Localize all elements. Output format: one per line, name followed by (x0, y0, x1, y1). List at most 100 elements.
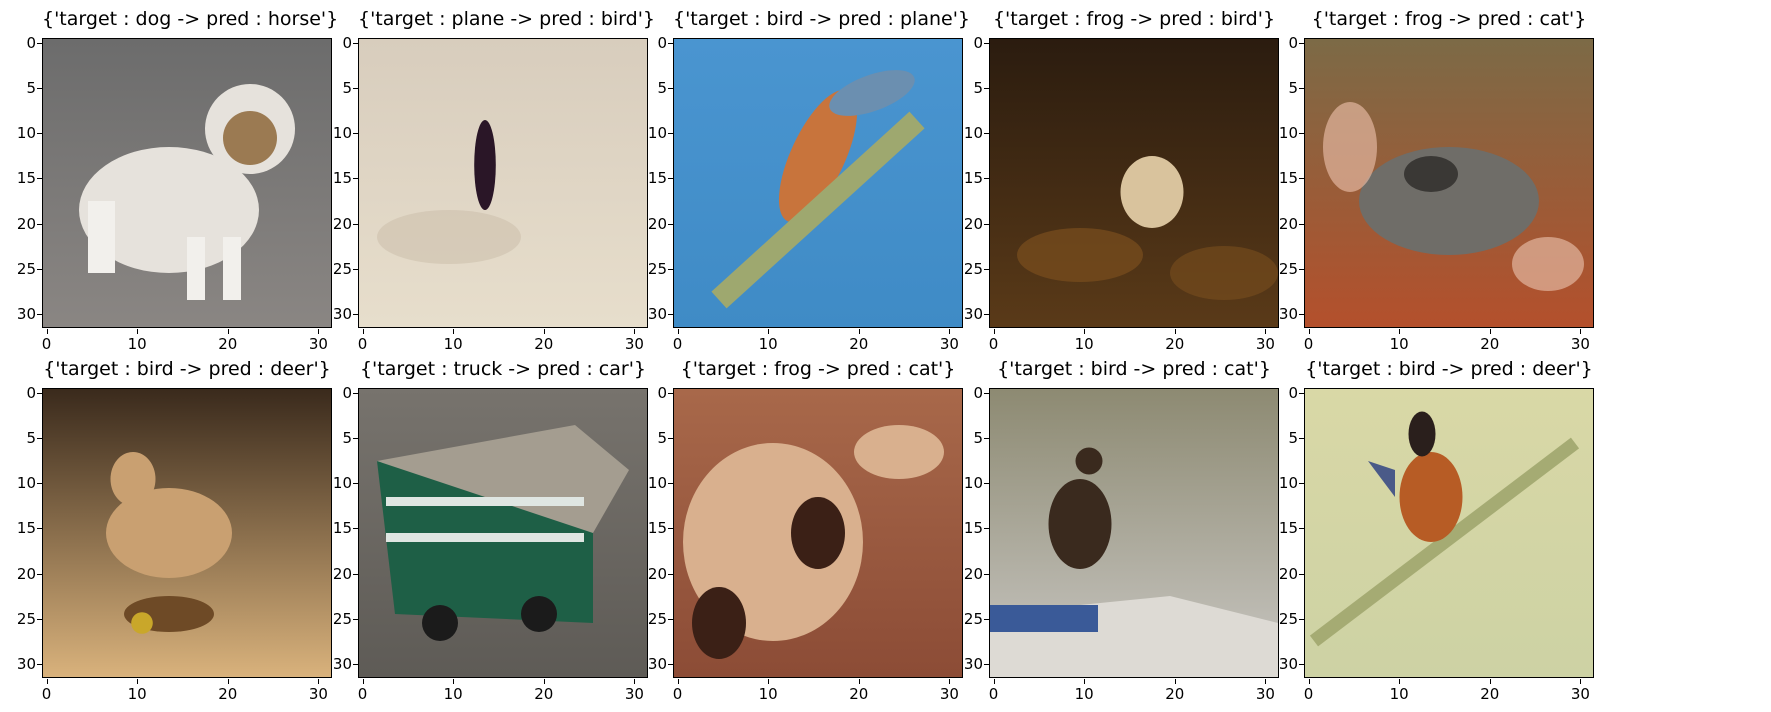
x-tick-label: 0 (1294, 329, 1324, 352)
x-tick-label: 0 (979, 679, 1009, 702)
x-tick-label: 10 (1384, 329, 1414, 352)
y-tick-label: 5 (316, 430, 358, 446)
panel-title: {'target : frog -> pred : cat'} (1311, 8, 1587, 30)
image-subject (1323, 102, 1584, 291)
x-tick-label: 30 (303, 679, 333, 702)
y-tick-label: 20 (1262, 566, 1304, 582)
x-tick-label: 30 (1565, 679, 1595, 702)
y-tick-label: 10 (0, 125, 42, 141)
y-tick-label: 0 (947, 35, 989, 51)
y-tick-label: 25 (947, 611, 989, 627)
y-tick-label: 25 (0, 611, 42, 627)
y-tick-label: 30 (947, 656, 989, 672)
image-axes (358, 388, 648, 678)
cifar-image (674, 39, 962, 327)
x-tick-label: 20 (1475, 329, 1505, 352)
image-axes (358, 38, 648, 328)
y-tick-label: 20 (947, 566, 989, 582)
x-tick-label: 30 (1565, 329, 1595, 352)
panel-title: {'target : bird -> pred : cat'} (997, 358, 1271, 380)
panel-title: {'target : plane -> pred : bird'} (358, 8, 656, 30)
x-tick-label: 0 (348, 679, 378, 702)
y-tick-label: 30 (1262, 656, 1304, 672)
y-tick-label: 20 (0, 566, 42, 582)
y-tick-label: 10 (316, 475, 358, 491)
x-tick-label: 0 (663, 679, 693, 702)
x-tick-label: 10 (753, 679, 783, 702)
y-tick-label: 30 (316, 656, 358, 672)
y-tick-label: 25 (0, 261, 42, 277)
y-tick-label: 30 (316, 306, 358, 322)
cifar-image (1305, 39, 1593, 327)
image-panel: {'target : plane -> pred : bird'} 0 5 10 15 2… (316, 0, 656, 352)
image-axes (42, 38, 332, 328)
y-tick-label: 5 (631, 80, 673, 96)
image-axes (42, 388, 332, 678)
y-tick-label: 0 (1262, 385, 1304, 401)
x-tick-label: 30 (619, 329, 649, 352)
image-axes (1304, 38, 1594, 328)
image-panel: {'target : frog -> pred : cat'} 0 5 10 15 20 2… (1262, 0, 1602, 352)
y-tick-label: 25 (947, 261, 989, 277)
y-tick-label: 15 (1262, 520, 1304, 536)
y-tick-label: 5 (947, 80, 989, 96)
image-panel: {'target : frog -> pred : cat'} 0 5 10 15 20 2… (631, 350, 971, 702)
y-tick-label: 10 (1262, 125, 1304, 141)
y-tick-label: 25 (631, 611, 673, 627)
x-tick-label: 10 (438, 679, 468, 702)
x-tick-label: 30 (619, 679, 649, 702)
x-tick-label: 20 (1160, 679, 1190, 702)
y-tick-label: 0 (1262, 35, 1304, 51)
y-tick-label: 5 (0, 430, 42, 446)
image-subject (1309, 411, 1580, 647)
x-tick-label: 0 (32, 329, 62, 352)
image-axes (989, 38, 1279, 328)
y-tick-label: 30 (1262, 306, 1304, 322)
image-panel: {'target : bird -> pred : deer'} 0 5 10 15 20… (0, 350, 340, 702)
y-tick-label: 30 (947, 306, 989, 322)
y-tick-label: 30 (0, 656, 42, 672)
y-tick-label: 20 (316, 216, 358, 232)
cifar-image (990, 39, 1278, 327)
image-panel: {'target : bird -> pred : deer'} 0 5 10 15 20… (1262, 350, 1602, 702)
panel-title: {'target : bird -> pred : plane'} (673, 8, 971, 30)
x-tick-label: 30 (1250, 679, 1280, 702)
image-axes (989, 388, 1279, 678)
image-panel: {'target : dog -> pred : horse'} 0 5 10 15 20… (0, 0, 340, 352)
image-panel: {'target : truck -> pred : car'} 0 5 10 15 20… (316, 350, 656, 702)
y-tick-label: 20 (631, 216, 673, 232)
y-tick-label: 0 (631, 35, 673, 51)
x-tick-label: 10 (438, 329, 468, 352)
y-tick-label: 10 (947, 125, 989, 141)
panel-title: {'target : truck -> pred : car'} (359, 358, 647, 380)
y-tick-label: 15 (0, 170, 42, 186)
y-tick-label: 0 (0, 35, 42, 51)
x-tick-label: 10 (122, 329, 152, 352)
x-tick-label: 0 (979, 329, 1009, 352)
x-tick-label: 30 (1250, 329, 1280, 352)
x-tick-label: 20 (844, 679, 874, 702)
panel-title: {'target : bird -> pred : deer'} (43, 358, 331, 380)
x-tick-label: 10 (1384, 679, 1414, 702)
image-panel: {'target : bird -> pred : cat'} 0 5 10 15 20 2… (947, 350, 1287, 702)
y-tick-label: 5 (947, 430, 989, 446)
x-tick-label: 10 (122, 679, 152, 702)
x-tick-label: 10 (1069, 329, 1099, 352)
y-tick-label: 25 (1262, 611, 1304, 627)
cifar-image (43, 389, 331, 677)
y-tick-label: 15 (0, 520, 42, 536)
cifar-image (43, 39, 331, 327)
y-tick-label: 5 (0, 80, 42, 96)
panel-title: {'target : dog -> pred : horse'} (42, 8, 339, 30)
panel-title: {'target : frog -> pred : bird'} (992, 8, 1276, 30)
y-tick-label: 20 (1262, 216, 1304, 232)
y-tick-label: 30 (631, 656, 673, 672)
y-tick-label: 15 (1262, 170, 1304, 186)
y-tick-label: 10 (631, 125, 673, 141)
y-tick-label: 10 (947, 475, 989, 491)
y-tick-label: 15 (316, 520, 358, 536)
panel-title: {'target : frog -> pred : cat'} (680, 358, 956, 380)
y-tick-label: 25 (316, 261, 358, 277)
cifar-image (990, 389, 1278, 677)
